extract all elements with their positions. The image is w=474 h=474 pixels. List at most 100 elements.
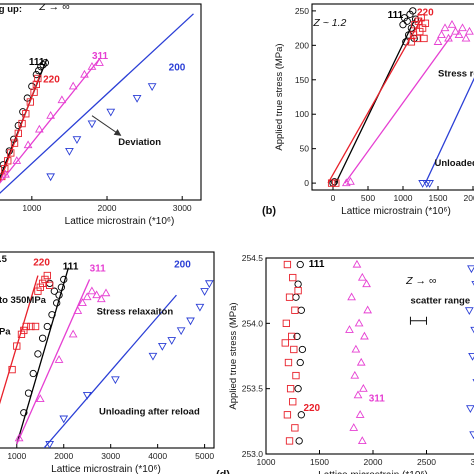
series-311-point — [23, 140, 33, 149]
series-220-point — [294, 287, 302, 295]
series-111 — [16, 267, 70, 445]
series-111-point — [5, 147, 13, 155]
series-111-point — [297, 306, 305, 314]
series-311-point — [353, 390, 363, 399]
series-111-point — [24, 389, 33, 397]
panel-a-frame — [0, 3, 202, 201]
series-111-point — [399, 21, 407, 29]
panel-d-annotation: Z → ∞ — [405, 275, 436, 287]
panel-a: 1000 2000 3000 Lattice microstrain (*10⁶) 11… — [0, 1, 202, 227]
panel-b-ytick-label: 200 — [295, 40, 309, 50]
series-311-point — [96, 294, 106, 303]
series-200-point — [72, 136, 82, 144]
panel-d-ytick-label: 253.0 — [242, 449, 264, 459]
series-200-point — [157, 343, 167, 351]
series-111-label: 111 — [63, 262, 79, 273]
series-200-point — [466, 405, 474, 413]
series-311-point — [440, 23, 450, 32]
series-220-point — [17, 330, 26, 338]
panel-c-xtick-label: 1000 — [7, 451, 26, 461]
series-200-fit-line — [424, 77, 474, 184]
series-200-point — [186, 317, 195, 326]
series-220-point — [18, 119, 26, 128]
panel-c-annotation: to 350MPa — [0, 295, 47, 306]
series-311-point — [362, 279, 371, 288]
series-220-point — [291, 424, 299, 432]
series-220-point — [41, 275, 49, 284]
panel-b-xtick-label: 500 — [361, 193, 375, 203]
series-311-point — [78, 298, 87, 307]
series-111-point — [294, 280, 302, 288]
series-220-point — [289, 398, 297, 406]
panel-b-xlabel: Lattice microstrain (*10⁶) — [341, 206, 451, 217]
series-311-point — [57, 95, 67, 104]
panel-a-annotation: Z → ∞ — [38, 1, 69, 13]
series-220-point — [332, 179, 340, 187]
panel-b-frame — [311, 3, 474, 191]
series-200-point — [418, 180, 427, 188]
series-311-point — [347, 292, 356, 301]
series-311-point — [363, 305, 373, 314]
series-311-point — [350, 370, 360, 379]
series-220 — [327, 14, 430, 187]
series-111-point — [34, 350, 42, 358]
panel-d-xtick-label: 2500 — [417, 457, 436, 467]
series-311-label: 311 — [92, 51, 109, 62]
series-311-point — [354, 318, 364, 327]
series-220-point — [27, 322, 35, 331]
series-311-point — [357, 436, 367, 444]
series-111-point — [293, 332, 301, 341]
series-111-point — [57, 283, 66, 291]
series-200-point — [195, 303, 205, 312]
series-200-point — [464, 307, 474, 315]
series-311-point — [360, 331, 369, 340]
series-220-point — [30, 88, 38, 96]
panel-d-xtick-label: 3000 — [471, 457, 474, 467]
series-220-point — [43, 271, 51, 280]
series-220-point — [420, 34, 428, 43]
series-311-point — [346, 177, 355, 185]
series-311-point — [68, 81, 78, 90]
panel-b-annotation: Unloaded — [435, 158, 474, 169]
panel-a-xtick-label: 1000 — [22, 203, 41, 213]
series-311-point — [68, 329, 78, 338]
series-220-point — [46, 281, 54, 289]
series-220-point — [31, 322, 40, 331]
series-220-point — [327, 179, 336, 187]
panel-c-xtick-label: 4000 — [148, 451, 167, 461]
series-111-point — [46, 279, 54, 288]
series-220-point — [7, 149, 15, 157]
series-220-point — [285, 293, 294, 301]
series-220-point — [421, 19, 430, 27]
series-220-point — [292, 371, 300, 380]
panel-b-ytick-label: 250 — [295, 6, 309, 16]
series-311-point — [54, 355, 64, 363]
panel-c-xtick-label: 3000 — [101, 451, 120, 461]
series-111-point — [297, 411, 305, 419]
panel-d-ytick-label: 253.5 — [242, 384, 264, 394]
series-111-point — [34, 66, 43, 75]
series-111-point — [20, 409, 28, 417]
series-220-point — [291, 306, 299, 314]
series-220-label: 220 — [303, 403, 320, 414]
series-311-point — [355, 410, 365, 418]
series-311-point — [356, 357, 366, 366]
series-111-label: 111 — [309, 259, 325, 270]
series-220-point — [38, 279, 47, 288]
series-220-point — [286, 385, 295, 393]
series-200-point — [87, 120, 97, 129]
panel-a-xlabel: Lattice microstrain (*10⁶) — [65, 216, 175, 227]
panel-a-xtick-label: 2000 — [98, 203, 117, 213]
series-220-point — [417, 14, 425, 22]
series-111-point — [296, 260, 304, 269]
panel-b-plot-area: 111 220 Z ~ 1.2 Stress rela Unloaded — [312, 7, 474, 188]
panel-c-xtick-label: 2000 — [54, 451, 73, 461]
series-311-point — [351, 344, 361, 353]
series-220-point — [283, 411, 292, 419]
series-200-fit-line — [0, 13, 194, 194]
series-311-point — [451, 26, 460, 35]
panel-a-xtick-label: 3000 — [173, 203, 192, 213]
series-111-point — [41, 59, 50, 67]
series-220-point — [20, 326, 28, 335]
series-220-point — [413, 34, 421, 43]
